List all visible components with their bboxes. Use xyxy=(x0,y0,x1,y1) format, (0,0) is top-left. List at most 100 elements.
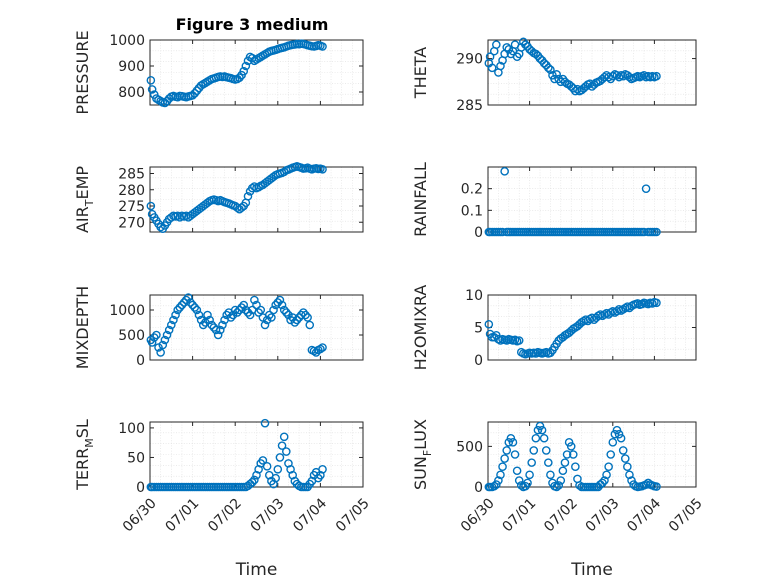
y-tick-label: 0 xyxy=(474,480,483,496)
subplot-rainfall: 0 0.1 0.2 RAINFALL xyxy=(411,162,697,241)
y-tick-label: 500 xyxy=(118,328,145,344)
data-point xyxy=(196,315,206,325)
data-point xyxy=(487,63,497,73)
data-point xyxy=(258,456,268,465)
data-point xyxy=(566,442,576,451)
x-tick-label: 07/04 xyxy=(624,495,664,535)
data-point xyxy=(627,476,636,485)
data-point xyxy=(546,65,555,75)
data-point xyxy=(275,295,285,305)
y-tick-label: 275 xyxy=(118,199,145,215)
x-tick-label: 07/02 xyxy=(541,495,581,535)
data-point xyxy=(162,330,172,340)
data-point xyxy=(523,478,532,488)
data-point xyxy=(290,318,300,327)
data-point xyxy=(652,227,661,237)
x-tick-label: 07/02 xyxy=(205,495,245,535)
data-point xyxy=(262,315,272,325)
data-point xyxy=(641,480,651,489)
data-point xyxy=(262,462,272,471)
data-point xyxy=(271,473,280,483)
subplot-sun: 0 500 06/30 07/01 07/02 07/03 07/04 07/05 SUNFLU… xyxy=(411,419,706,580)
data-point xyxy=(269,305,278,315)
x-axis-label: Time xyxy=(235,560,278,580)
data-point xyxy=(318,42,327,51)
data-point xyxy=(544,458,553,467)
y-tick-label: 0.2 xyxy=(461,182,483,198)
data-point xyxy=(203,310,212,320)
data-point xyxy=(158,340,168,350)
data-point xyxy=(618,446,628,455)
data-point xyxy=(190,89,200,98)
data-point xyxy=(252,300,261,310)
data-point xyxy=(616,433,626,443)
y-tick-label: 500 xyxy=(456,439,483,455)
data-point xyxy=(239,300,249,310)
data-point xyxy=(211,325,221,335)
x-tick-label: 07/01 xyxy=(500,495,540,535)
data-point xyxy=(241,61,251,71)
data-point xyxy=(652,298,661,308)
data-point xyxy=(529,446,539,455)
data-point xyxy=(222,310,231,320)
data-point xyxy=(623,462,632,471)
data-point xyxy=(498,227,507,237)
data-point xyxy=(260,418,270,428)
data-point xyxy=(502,446,512,455)
data-point xyxy=(275,453,285,462)
data-point xyxy=(537,425,547,435)
data-point xyxy=(190,303,200,312)
data-point xyxy=(571,86,580,96)
data-series xyxy=(146,293,327,357)
axes-box xyxy=(149,166,364,233)
x-tick-label: 07/03 xyxy=(583,495,623,535)
data-point xyxy=(506,433,516,443)
grid xyxy=(149,166,364,233)
data-point xyxy=(641,184,651,193)
data-point xyxy=(213,330,223,340)
data-point xyxy=(282,447,291,456)
data-point xyxy=(241,305,251,315)
y-axis-label: H2OMIXRA xyxy=(411,285,430,371)
data-point xyxy=(160,335,170,345)
data-point xyxy=(305,320,315,330)
data-point xyxy=(192,86,202,95)
data-point xyxy=(500,167,509,176)
data-point xyxy=(316,344,325,354)
y-axis-label: AIRTEMP xyxy=(73,166,96,233)
data-point xyxy=(531,433,541,443)
data-point xyxy=(303,313,312,322)
y-tick-label: 285 xyxy=(456,98,483,114)
data-point xyxy=(571,462,580,471)
data-point xyxy=(277,441,287,450)
data-point xyxy=(277,300,287,310)
data-point xyxy=(573,84,582,94)
data-point xyxy=(254,308,263,317)
grid xyxy=(487,294,697,361)
data-point xyxy=(171,310,180,320)
data-point xyxy=(610,429,620,439)
y-tick-label: 10 xyxy=(465,288,483,304)
data-point xyxy=(608,71,618,81)
data-point xyxy=(500,454,509,463)
data-point xyxy=(173,211,182,221)
data-point xyxy=(247,183,257,193)
data-point xyxy=(533,425,543,435)
data-point xyxy=(273,464,283,474)
axes-box xyxy=(149,39,364,106)
data-point xyxy=(147,338,157,347)
data-point xyxy=(618,71,628,81)
data-point xyxy=(652,71,661,81)
data-point xyxy=(279,432,289,442)
y-tick-label: 280 xyxy=(118,183,145,199)
data-point xyxy=(562,450,572,459)
figure-title: Figure 3 medium xyxy=(176,15,329,34)
data-point xyxy=(256,305,266,315)
subplot-pressure: 800 900 1000 PRESSURE xyxy=(73,30,364,115)
data-point xyxy=(535,421,545,431)
data-point xyxy=(546,470,555,480)
data-point xyxy=(625,72,634,82)
data-point xyxy=(614,429,624,439)
axes-box xyxy=(149,421,364,488)
